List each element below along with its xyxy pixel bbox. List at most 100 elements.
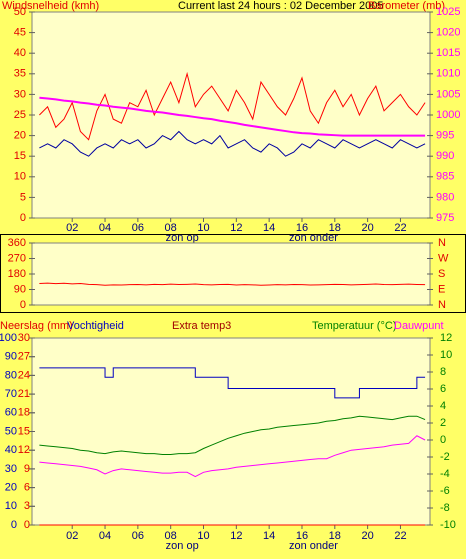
- y-tick-label: 70: [5, 388, 17, 400]
- y-tick-label: -4: [440, 468, 450, 480]
- y-tick-label: 980: [436, 191, 454, 203]
- y-tick-label: 990: [436, 150, 454, 162]
- y-tick-label: 2: [440, 417, 446, 429]
- x-tick-label: 18: [329, 530, 341, 542]
- y-tick-label: 0: [20, 212, 26, 224]
- series-line: [39, 415, 426, 455]
- y-tick-label: N: [438, 237, 446, 249]
- y-tick-label: E: [438, 283, 445, 295]
- y-tick-label: 995: [436, 130, 454, 142]
- y-tick-label: 5: [20, 191, 26, 203]
- chart-title: Current last 24 hours : 02 December 2005: [178, 0, 383, 12]
- y-tick-label: 90: [14, 283, 26, 295]
- y-tick-label: 360: [8, 237, 26, 249]
- x-tick-label: 10: [197, 530, 209, 542]
- y-tick-label: 1025: [436, 6, 460, 18]
- x-tick-label: 08: [165, 222, 177, 234]
- x-tick-label: 22: [394, 222, 406, 234]
- annotation: zon op: [166, 540, 199, 552]
- y-tick-label: 12: [440, 332, 452, 344]
- annotation: zon onder: [289, 232, 338, 244]
- y-tick-label: 12: [18, 444, 30, 456]
- y-label: Vochtigheid: [67, 320, 124, 332]
- x-tick-label: 22: [394, 530, 406, 542]
- x-tick-label: 18: [329, 222, 341, 234]
- y-tick-label: 3: [24, 500, 30, 512]
- y-tick-label: 50: [14, 6, 26, 18]
- extra-label: Extra temp3: [172, 320, 231, 332]
- y2-label: Temperatuur (°C): [312, 320, 396, 332]
- y-tick-label: N: [438, 299, 446, 311]
- series-line: [39, 71, 426, 141]
- x-tick-label: 20: [362, 222, 374, 234]
- annotation: zon op: [166, 232, 199, 244]
- y-tick-label: W: [438, 252, 449, 264]
- y-tick-label: -6: [440, 485, 450, 497]
- y-tick-label: 8: [440, 366, 446, 378]
- x-tick-label: 04: [99, 222, 111, 234]
- y-tick-label: 10: [14, 171, 26, 183]
- y-tick-label: 9: [24, 463, 30, 475]
- y-tick-label: 6: [24, 482, 30, 494]
- y2-label: Barometer (mb): [368, 0, 445, 12]
- annotation: zon onder: [289, 540, 338, 552]
- y-tick-label: 6: [440, 383, 446, 395]
- y-tick-label: 20: [5, 482, 17, 494]
- y-tick-label: 90: [5, 351, 17, 363]
- y-tick-label: 20: [14, 130, 26, 142]
- x-tick-label: 12: [230, 530, 242, 542]
- series-line: [39, 367, 426, 399]
- plot-area: [31, 11, 431, 219]
- y-tick-label: -10: [440, 519, 456, 531]
- y2b-label: Dauwpunt: [394, 320, 444, 332]
- y-tick-label: 0: [11, 519, 17, 531]
- y-tick-label: 0: [20, 299, 26, 311]
- x-tick-label: 10: [197, 222, 209, 234]
- y-tick-label: 24: [18, 369, 30, 381]
- y-tick-label: 1000: [436, 109, 460, 121]
- y-label: Windsnelheid (kmh): [2, 0, 99, 12]
- y-tick-label: 80: [5, 369, 17, 381]
- x-tick-label: 20: [362, 530, 374, 542]
- x-tick-label: 04: [99, 530, 111, 542]
- y-tick-label: 15: [18, 425, 30, 437]
- x-tick-label: 02: [66, 222, 78, 234]
- y-tick-label: 40: [14, 47, 26, 59]
- y-tick-label: 45: [14, 27, 26, 39]
- y-tick-label: 0: [24, 519, 30, 531]
- x-tick-label: 12: [230, 222, 242, 234]
- y-tick-label: 10: [5, 500, 17, 512]
- y-tick-label: 25: [14, 109, 26, 121]
- y-tick-label: 4: [440, 400, 446, 412]
- y3-label: Neerslag (mm): [0, 320, 73, 332]
- y-tick-label: 100: [0, 332, 17, 344]
- x-tick-label: 16: [296, 530, 308, 542]
- y-tick-label: 27: [18, 351, 30, 363]
- x-tick-label: 14: [263, 222, 275, 234]
- y-tick-label: 0: [440, 434, 446, 446]
- y-tick-label: 1010: [436, 68, 460, 80]
- y-tick-label: 60: [5, 407, 17, 419]
- series-line: [39, 96, 426, 137]
- series-line: [39, 130, 426, 157]
- plot-area: [31, 337, 431, 526]
- y-tick-label: 15: [14, 150, 26, 162]
- y-tick-label: 35: [14, 68, 26, 80]
- y-tick-label: 180: [8, 268, 26, 280]
- y-tick-label: 1020: [436, 27, 460, 39]
- x-tick-label: 14: [263, 530, 275, 542]
- series-line: [39, 435, 426, 478]
- y-tick-label: 1015: [436, 47, 460, 59]
- y-tick-label: -8: [440, 502, 450, 514]
- x-tick-label: 16: [296, 222, 308, 234]
- y-tick-label: 985: [436, 171, 454, 183]
- y-tick-label: 30: [18, 332, 30, 344]
- y-tick-label: -2: [440, 451, 450, 463]
- y-tick-label: 50: [5, 425, 17, 437]
- plot-area: [31, 242, 431, 306]
- y-tick-label: S: [438, 268, 445, 280]
- y-tick-label: 30: [14, 88, 26, 100]
- y-tick-label: 270: [8, 252, 26, 264]
- y-tick-label: 21: [18, 388, 30, 400]
- y-tick-label: 18: [18, 407, 30, 419]
